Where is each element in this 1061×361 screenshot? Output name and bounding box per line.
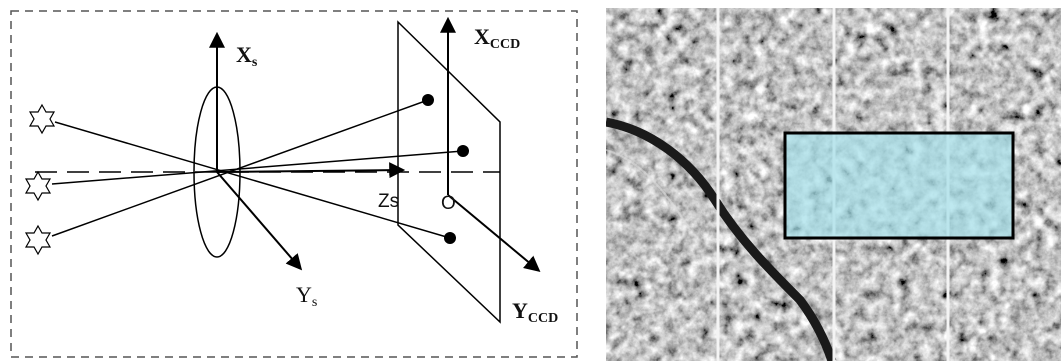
yccd-axis bbox=[448, 195, 538, 270]
camera-diagram bbox=[11, 11, 577, 357]
label-main: X bbox=[474, 24, 490, 49]
label-sub: s bbox=[252, 55, 258, 70]
image-point bbox=[422, 94, 434, 106]
xs-label: Xs bbox=[236, 42, 258, 70]
label-sub: CCD bbox=[490, 37, 520, 52]
star bbox=[26, 172, 50, 200]
ray bbox=[52, 151, 463, 184]
yccd-label: YCCD bbox=[512, 298, 558, 326]
highlight-region bbox=[785, 133, 1013, 238]
star bbox=[26, 226, 50, 254]
frame bbox=[11, 11, 577, 357]
zs-label: Zs bbox=[378, 191, 399, 212]
xccd-label: XCCD bbox=[474, 24, 520, 52]
ys-axis bbox=[217, 172, 300, 268]
star bbox=[30, 105, 54, 133]
label-sub: s bbox=[312, 295, 317, 310]
image-point bbox=[444, 232, 456, 244]
ys-label: Ys bbox=[296, 282, 317, 310]
label-main: Y bbox=[296, 282, 312, 307]
image-point bbox=[457, 145, 469, 157]
ray bbox=[55, 122, 450, 238]
satellite-image bbox=[606, 8, 1061, 361]
label-main: X bbox=[236, 42, 252, 67]
origin-label: O bbox=[441, 193, 456, 214]
label-main: Y bbox=[512, 298, 528, 323]
page: Xs XCCD Zs O Ys YCCD bbox=[0, 0, 1061, 361]
label-sub: CCD bbox=[528, 311, 558, 326]
